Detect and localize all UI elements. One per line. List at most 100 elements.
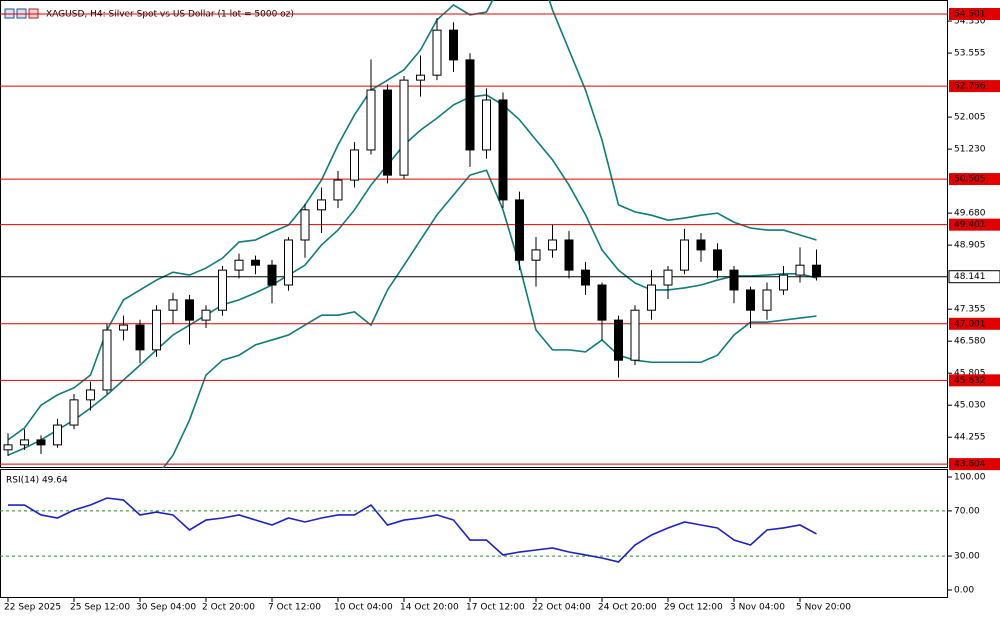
y-tick-label: 49.680 xyxy=(954,209,986,219)
y-tick-label: 70.00 xyxy=(954,506,980,516)
candle-body xyxy=(383,89,392,176)
level-label: 47.001 xyxy=(954,319,986,329)
candle-body xyxy=(3,444,13,451)
x-tick-label: 25 Sep 12:00 xyxy=(70,603,130,613)
main-plot xyxy=(0,0,948,468)
y-tick-label: 46.580 xyxy=(954,337,986,347)
band-middle xyxy=(7,94,817,456)
candle-body xyxy=(647,284,656,311)
candle-body xyxy=(746,289,755,311)
level-label-bg xyxy=(949,80,1000,93)
candle-body xyxy=(317,199,326,211)
candle-body xyxy=(498,99,508,201)
candle-body xyxy=(581,269,590,286)
candle-body xyxy=(86,389,95,401)
candle-body xyxy=(284,239,293,286)
candle-body xyxy=(20,439,29,446)
candle-body xyxy=(416,74,425,81)
candle-body xyxy=(465,59,475,151)
level-label-bg xyxy=(949,374,1000,387)
candle-body xyxy=(267,264,277,286)
band-upper xyxy=(7,0,817,441)
y-tick-label: 30.00 xyxy=(954,552,980,562)
candle-body xyxy=(680,239,689,271)
x-tick-label: 10 Oct 04:00 xyxy=(334,603,393,613)
level-label: 50.505 xyxy=(954,175,986,185)
y-tick-label: 0.00 xyxy=(954,585,974,595)
band-lower xyxy=(162,169,817,468)
last-price-bg xyxy=(948,270,1000,284)
candle-body xyxy=(564,239,574,271)
candle-body xyxy=(168,299,178,311)
x-tick-label: 5 Nov 20:00 xyxy=(796,603,851,613)
candle-body xyxy=(795,264,805,276)
level-label: 45.632 xyxy=(954,376,986,386)
candle-body xyxy=(762,289,772,311)
rsi-title: RSI(14) 49.64 xyxy=(6,476,68,486)
x-tick-label: 24 Oct 20:00 xyxy=(598,603,657,613)
candle-body xyxy=(102,329,112,391)
x-tick-label: 29 Oct 12:00 xyxy=(664,603,723,613)
candle-body xyxy=(366,89,376,151)
level-label: 43.604 xyxy=(954,460,986,470)
candle-body xyxy=(333,179,343,201)
x-tick-label: 17 Oct 12:00 xyxy=(466,603,525,613)
candle-body xyxy=(69,399,79,426)
candle-body xyxy=(696,239,706,251)
candle-body xyxy=(185,299,194,321)
candle-body xyxy=(729,269,739,291)
candle-body xyxy=(812,264,821,278)
candle-body xyxy=(53,424,62,446)
candle-body xyxy=(350,149,359,181)
y-tick-label: 54.330 xyxy=(954,17,986,27)
level-label-bg xyxy=(949,317,1000,330)
y-tick-label: 51.230 xyxy=(954,145,986,155)
y-tick-label: 47.355 xyxy=(954,305,986,315)
y-tick-label: 44.255 xyxy=(954,433,986,443)
candle-body xyxy=(152,309,161,351)
candle-body xyxy=(713,249,722,271)
candle-body xyxy=(36,439,46,446)
y-tick-label: 45.805 xyxy=(954,369,986,379)
level-label-bg xyxy=(949,173,1000,186)
y-tick-label: 52.005 xyxy=(954,113,986,123)
candle-body xyxy=(300,209,310,241)
candle-body xyxy=(432,29,442,76)
candle-body xyxy=(201,309,211,321)
symbol-icon xyxy=(4,8,39,19)
axes: 54.330 53.555 52.005 51.230 49.680 48.905 47.3… xyxy=(4,8,1000,613)
candle-body xyxy=(119,324,128,331)
level-label-bg xyxy=(949,8,1000,21)
rsi-panel xyxy=(0,469,948,598)
candle-body xyxy=(234,259,244,271)
candle-body xyxy=(663,269,673,286)
y-tick-label: 100.00 xyxy=(954,473,986,483)
level-label: 54.501 xyxy=(954,10,986,20)
rsi-line xyxy=(8,497,817,563)
y-tick-label: 45.030 xyxy=(954,401,986,411)
candle-body xyxy=(779,274,788,291)
candle-body xyxy=(548,239,557,251)
x-tick-label: 22 Oct 04:00 xyxy=(532,603,591,613)
rsi-plot xyxy=(0,497,948,563)
candle-body xyxy=(251,259,260,266)
x-tick-label: 22 Sep 2025 xyxy=(4,603,61,613)
candle-body xyxy=(597,284,607,321)
candle-body xyxy=(449,29,458,61)
level-label-bg xyxy=(949,458,1000,471)
candle-body xyxy=(482,99,491,151)
candle-body xyxy=(515,199,524,261)
candle-body xyxy=(630,309,640,361)
candle-body xyxy=(399,79,409,176)
last-price-label: 48.141 xyxy=(954,272,986,282)
x-tick-label: 3 Nov 04:00 xyxy=(730,603,785,613)
candle-body xyxy=(135,324,145,351)
x-tick-label: 14 Oct 20:00 xyxy=(400,603,459,613)
x-tick-label: 30 Sep 04:00 xyxy=(136,603,196,613)
level-label-bg xyxy=(949,218,1000,231)
x-tick-label: 7 Oct 12:00 xyxy=(268,603,321,613)
candle-body xyxy=(218,269,227,311)
candle-body xyxy=(531,249,541,261)
x-tick-label: 2 Oct 20:00 xyxy=(202,603,255,613)
